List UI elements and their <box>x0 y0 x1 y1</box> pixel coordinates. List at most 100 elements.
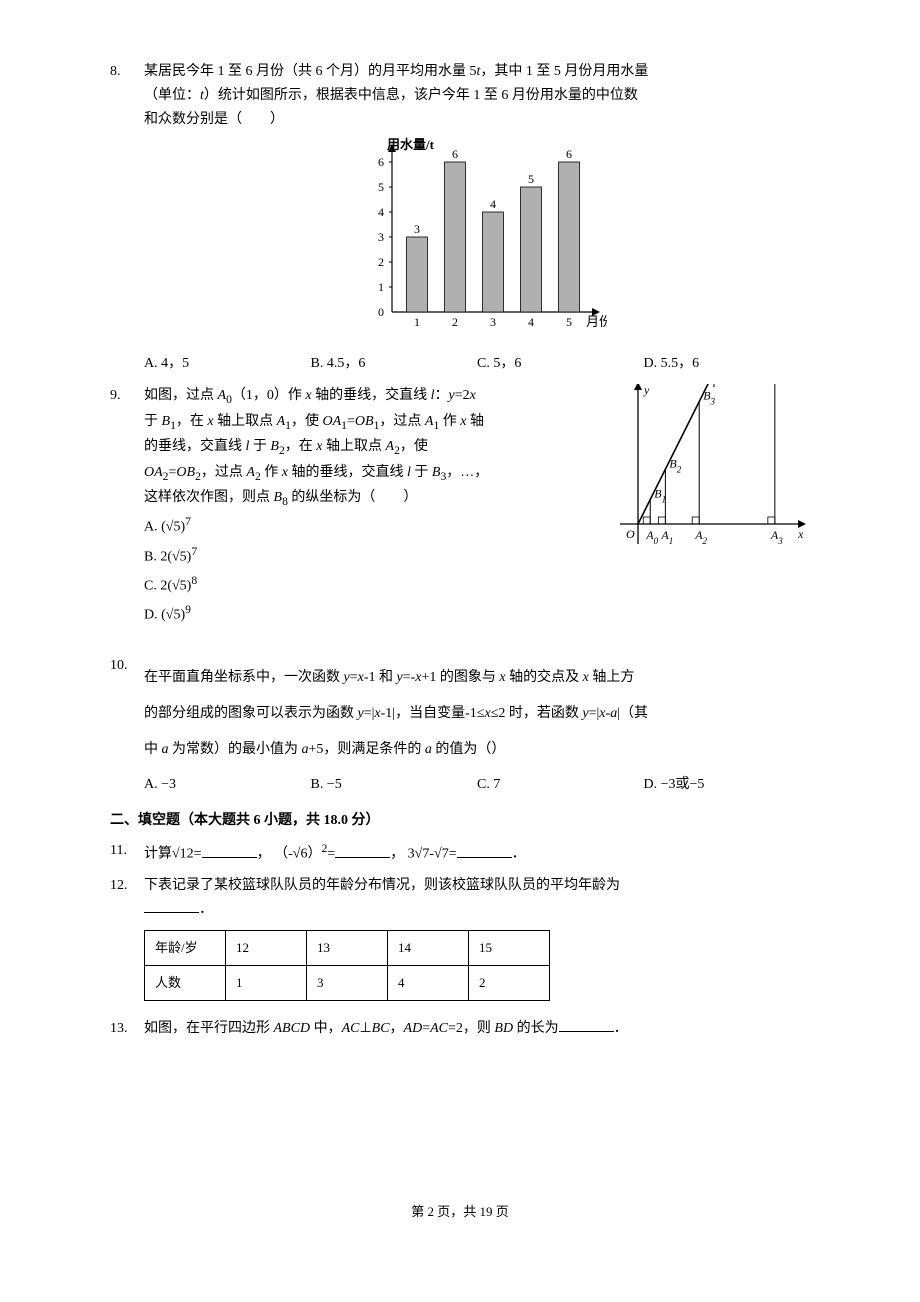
t: 的纵坐标为（ ） <box>288 490 418 505</box>
svg-text:A2: A2 <box>694 528 707 546</box>
t: = <box>327 847 335 862</box>
t: 的部分组成的图象可以表示为函数 <box>144 706 358 721</box>
svg-text:3: 3 <box>414 222 420 236</box>
t: ． <box>512 847 526 862</box>
svg-text:5: 5 <box>528 172 534 186</box>
t: （1，0）作 <box>232 388 306 403</box>
t: ． <box>614 1021 628 1036</box>
cell: 人数 <box>145 966 226 1001</box>
t: 这样依次作图，则点 <box>144 490 274 505</box>
svg-text:6: 6 <box>452 147 458 161</box>
svg-text:A3: A3 <box>770 528 783 546</box>
var: OB <box>355 414 374 429</box>
cell: 14 <box>388 930 469 965</box>
t: 如图，在平行四边形 <box>144 1021 274 1036</box>
question-number: 11. <box>110 839 144 866</box>
exp: 7 <box>191 545 197 558</box>
option-b: B. −5 <box>311 773 478 797</box>
var: a <box>425 742 432 757</box>
option-d: D. 5.5，6 <box>644 352 811 376</box>
question-body: 计算√12=， （-√6）2=， 3√7-√7=． <box>144 839 810 866</box>
svg-text:用水量/t: 用水量/t <box>386 137 435 152</box>
option-b: B. 4.5，6 <box>311 352 478 376</box>
exp: 8 <box>191 574 197 587</box>
question-number: 10. <box>110 654 144 797</box>
page-footer: 第 2 页，共 19 页 <box>110 1201 810 1223</box>
t: ⊥ <box>359 1021 371 1036</box>
cell: 3 <box>307 966 388 1001</box>
svg-text:B1: B1 <box>654 487 666 505</box>
q8-text: ）统计如图所示，根据表中信息，该户今年 1 至 6 月份用水量的中位数 <box>204 88 638 103</box>
bar-chart: 01234563162435465用水量/t月份 <box>347 137 607 337</box>
svg-text:O: O <box>626 527 635 541</box>
t: B. 2(√5) <box>144 549 191 564</box>
svg-text:l: l <box>713 384 717 390</box>
t: ， 3√7-√7= <box>390 847 456 862</box>
svg-text:1: 1 <box>378 280 384 294</box>
svg-text:x: x <box>797 527 804 541</box>
svg-text:0: 0 <box>378 305 384 319</box>
var: BC <box>372 1021 390 1036</box>
t: 的图象与 <box>436 670 499 685</box>
t: 中， <box>310 1021 342 1036</box>
t: -1 <box>364 670 376 685</box>
cell: 15 <box>469 930 550 965</box>
fill-blank <box>202 843 257 858</box>
option-a: A. 4，5 <box>144 352 311 376</box>
option-a: A. −3 <box>144 773 311 797</box>
var: AD <box>404 1021 423 1036</box>
exp: 7 <box>185 515 191 528</box>
svg-text:B3: B3 <box>703 389 715 407</box>
t: ，当自变量-1≤ <box>395 706 484 721</box>
svg-text:2: 2 <box>452 315 458 329</box>
t: 在平面直角坐标系中，一次函数 <box>144 670 344 685</box>
table-row: 人数 1 3 4 2 <box>145 966 550 1001</box>
question-body: 如图，过点 A0（1，0）作 x 轴的垂线，交直线 l：y=2x 于 B1，在 … <box>144 384 810 630</box>
svg-text:4: 4 <box>490 197 496 211</box>
fill-blank <box>457 843 512 858</box>
cell: 年龄/岁 <box>145 930 226 965</box>
t: 中 <box>144 742 162 757</box>
question-number: 8. <box>110 60 144 376</box>
t: 下表记录了某校篮球队队员的年龄分布情况，则该校篮球队队员的平均年龄为 <box>144 878 620 893</box>
t: ，…， <box>446 465 488 480</box>
svg-text:3: 3 <box>490 315 496 329</box>
var: BD <box>494 1021 513 1036</box>
t: = <box>350 670 358 685</box>
t: 轴 <box>467 414 485 429</box>
t: = <box>347 414 355 429</box>
t: =| <box>364 706 375 721</box>
t: ，过点 <box>379 414 425 429</box>
cell: 4 <box>388 966 469 1001</box>
t: 轴上取点 <box>214 414 277 429</box>
svg-text:6: 6 <box>378 155 384 169</box>
t: =- <box>403 670 416 685</box>
t: 轴的垂线，交直线 <box>288 465 407 480</box>
svg-text:5: 5 <box>566 315 572 329</box>
svg-text:月份: 月份 <box>586 314 607 329</box>
t: = <box>422 1021 430 1036</box>
fill-blank <box>559 1017 614 1032</box>
t: 轴上方 <box>589 670 635 685</box>
t: 如图，过点 <box>144 388 218 403</box>
option-d: D. (√5)9 <box>144 600 620 627</box>
q8-text: 某居民今年 1 至 6 月份（共 6 个月）的月平均用水量 5 <box>144 64 477 79</box>
data-table: 年龄/岁 12 13 14 15 人数 1 3 4 2 <box>144 930 550 1001</box>
option-c: C. 2(√5)8 <box>144 571 620 598</box>
var: OA <box>323 414 342 429</box>
question-number: 12. <box>110 874 144 1009</box>
var: a <box>162 742 169 757</box>
svg-text:2: 2 <box>378 255 384 269</box>
svg-text:y: y <box>643 384 650 397</box>
var: B <box>274 490 283 505</box>
t: 的长为 <box>513 1021 559 1036</box>
var: B <box>270 439 279 454</box>
var: AC <box>430 1021 448 1036</box>
section-title: 二、填空题（本大题共 6 小题，共 18.0 分） <box>110 809 810 833</box>
var: A <box>277 414 286 429</box>
t: 的垂线，交直线 <box>144 439 246 454</box>
var: a <box>302 742 309 757</box>
t: ≤2 时，若函数 <box>491 706 583 721</box>
t: 的值为（） <box>432 742 506 757</box>
svg-text:A1: A1 <box>660 528 673 546</box>
